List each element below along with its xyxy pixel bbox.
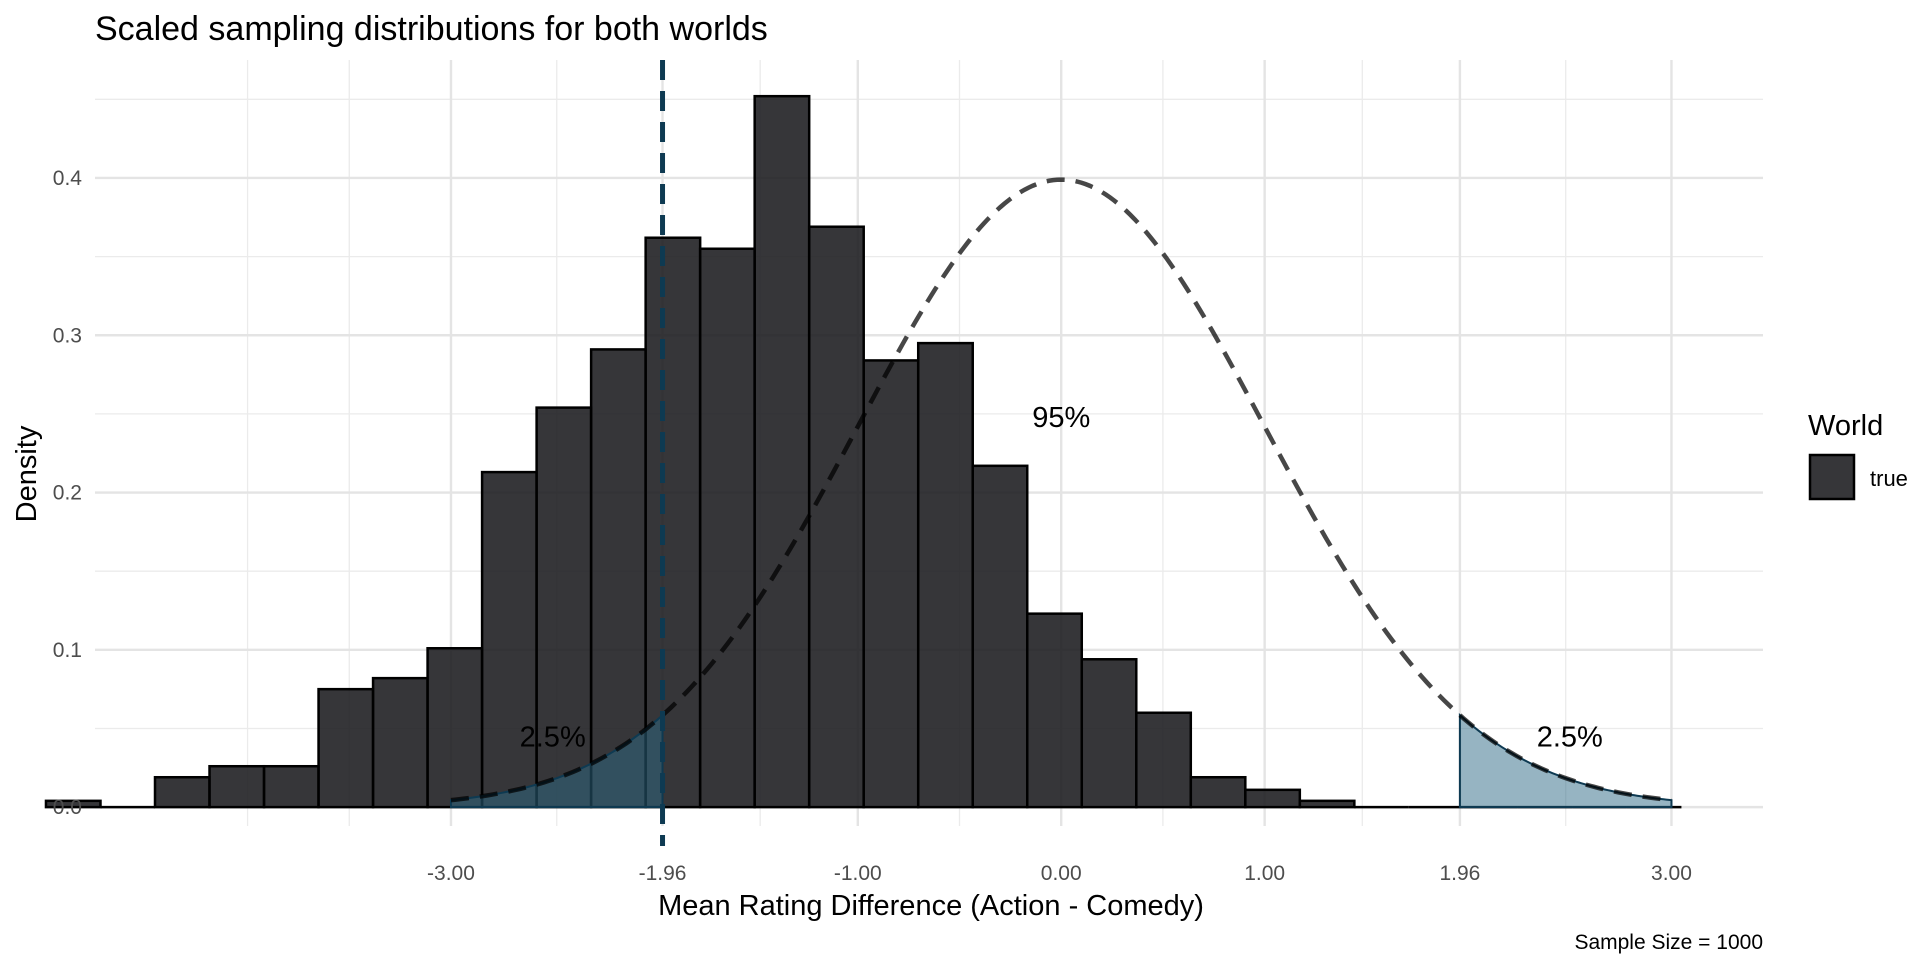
histogram-bar [698,247,756,809]
annotation-label: 2.5% [520,721,586,753]
histogram-bar [371,676,429,809]
annotation-label: 95% [1032,402,1090,434]
chart-title: Scaled sampling distributions for both w… [95,10,768,48]
histogram-bar [1298,799,1356,809]
legend-label-true: true [1870,466,1908,491]
x-tick-label: -1.00 [834,862,882,885]
y-axis-title: Density [11,425,43,522]
histogram [44,94,1682,809]
x-tick-label: 1.00 [1244,862,1285,885]
x-tick-label: -1.96 [639,862,687,885]
histogram-bar [1189,775,1247,809]
histogram-bar [262,764,320,809]
histogram-bar [208,764,266,809]
y-tick-label: 0.2 [53,482,82,505]
x-tick-label: 1.96 [1439,862,1480,885]
histogram-bar [1080,658,1138,809]
histogram-bar [535,406,593,809]
null-distribution-curve [450,177,1672,803]
histogram-bar [426,647,484,809]
y-tick-label: 0.1 [53,639,82,662]
y-tick-label: 0.4 [53,167,83,190]
legend-title: World [1808,410,1883,442]
histogram-bar [1025,612,1084,809]
histogram-bar [753,94,811,809]
caption: Sample Size = 1000 [1574,931,1763,954]
tick-labels: -3.00 -1.96 -1.00 0.00 1.00 1.96 3.00 0.0 0.1 0.2… [53,167,1692,885]
histogram-bar [153,775,211,809]
annotation-label: 2.5% [1537,721,1603,753]
histogram-bar [1135,711,1193,809]
legend-key-true [1808,453,1856,501]
histogram-bar [862,359,920,809]
histogram-bar [1244,788,1302,809]
histogram-bar [480,470,538,809]
histogram-bar [807,225,865,809]
histogram-bar [44,799,102,809]
histogram-bar [317,687,375,809]
x-tick-label: 0.00 [1041,862,1082,885]
y-tick-label: 0.3 [53,324,82,347]
normal-curve-line [450,177,1672,803]
annotations: 2.5% 95% 2.5% [520,402,1603,753]
histogram-bar [916,341,974,809]
x-axis-title: Mean Rating Difference (Action - Comedy) [658,890,1204,922]
legend: World true [1808,410,1908,501]
x-tick-label: -3.00 [427,862,475,885]
x-tick-label: 3.00 [1651,862,1692,885]
y-tick-label: 0.0 [53,796,82,819]
histogram-bar [971,464,1029,809]
